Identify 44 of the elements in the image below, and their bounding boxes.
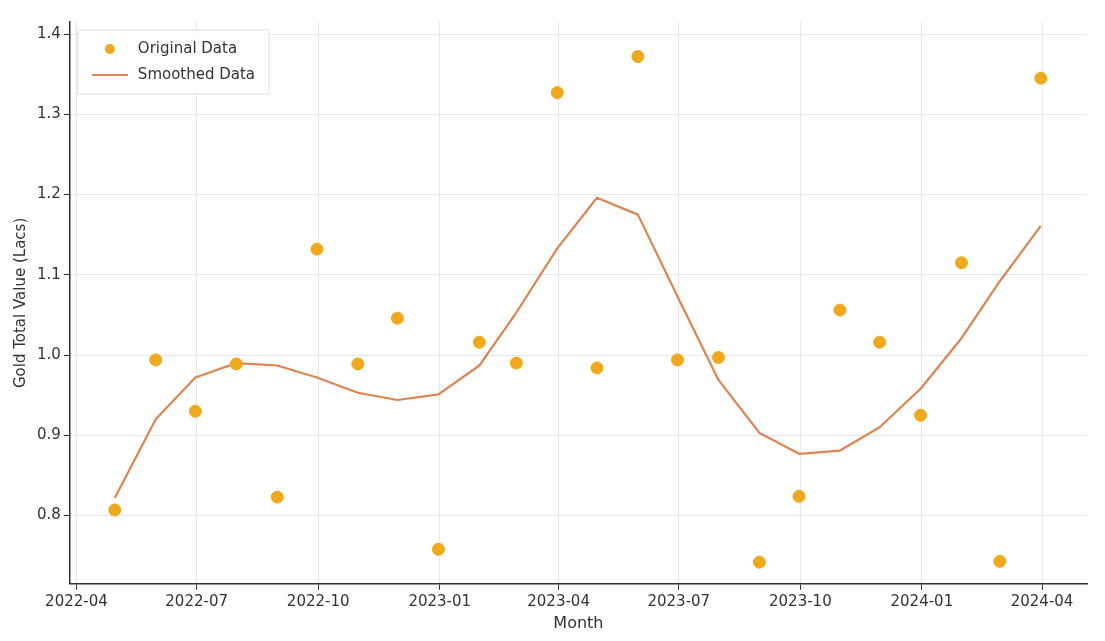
point [509, 356, 523, 370]
x-tick-label: 2023-10 [769, 591, 832, 610]
x-tick-label: 2023-01 [408, 591, 472, 610]
point [833, 303, 847, 317]
point [1034, 71, 1048, 85]
point [955, 256, 969, 270]
point [752, 555, 766, 569]
point [270, 490, 284, 504]
y-axis-title: Gold Total Value (Lacs) [10, 217, 29, 389]
point [188, 404, 202, 418]
y-tick-label: 1.3 [37, 104, 61, 123]
point [631, 50, 645, 64]
x-tick-label: 2022-07 [165, 591, 229, 610]
point [873, 335, 887, 349]
point [550, 86, 564, 100]
point [711, 350, 725, 364]
point [149, 353, 163, 367]
point [914, 408, 928, 422]
x-tick-label: 2022-10 [286, 591, 350, 610]
point [431, 542, 445, 556]
point [590, 361, 604, 375]
point [108, 503, 122, 517]
x-tick-label: 2022-04 [45, 591, 108, 610]
x-tick-label: 2023-04 [527, 591, 590, 610]
y-tick-label: 0.9 [37, 425, 61, 444]
legend-label: Original Data [137, 38, 238, 57]
point [310, 242, 324, 256]
point [351, 357, 365, 371]
x-tick-label: 2024-01 [890, 591, 954, 610]
y-tick-label: 1.0 [37, 344, 61, 363]
x-tick-label: 2023-07 [647, 591, 711, 610]
y-tick-label: 0.8 [37, 505, 61, 524]
point [671, 353, 684, 367]
x-tick-label: 2024-04 [1010, 591, 1074, 610]
point [993, 554, 1007, 568]
point [792, 489, 806, 503]
legend-label: Smoothed Data [137, 64, 256, 83]
point [229, 357, 243, 371]
y-tick-label: 1.1 [37, 264, 61, 283]
y-tick-label: 1.2 [37, 184, 61, 203]
point [472, 335, 486, 349]
y-tick-label: 1.4 [37, 23, 61, 42]
point [390, 311, 404, 325]
x-axis-title: Month [553, 612, 604, 632]
